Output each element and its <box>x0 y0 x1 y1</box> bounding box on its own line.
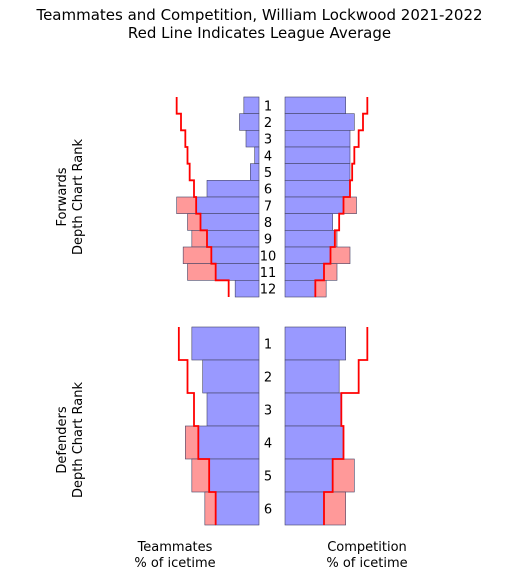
defenders-teammates-average-line <box>177 327 217 525</box>
defenders-competition-bar-3 <box>284 392 342 427</box>
forwards-rank-label-8: 8 <box>264 216 272 231</box>
forwards-teammates-bar-12 <box>234 280 260 298</box>
forwards-rank-label-5: 5 <box>264 166 272 181</box>
chart-title: Teammates and Competition, William Lockw… <box>36 6 483 24</box>
forwards-competition-bar-12 <box>284 280 316 298</box>
forwards-teammates-bar-6 <box>206 180 260 198</box>
forwards-rank-label-1: 1 <box>264 99 272 114</box>
forwards-teammates-excess-8 <box>187 213 201 231</box>
defenders-rank-label-1: 1 <box>264 338 272 353</box>
forwards-competition-excess-11 <box>323 263 338 281</box>
forwards-competition-bar-4 <box>284 146 351 164</box>
forwards-teammates-bar-4 <box>254 146 260 164</box>
defenders-competition-average-line <box>323 327 369 525</box>
forwards-competition-excess-7 <box>343 196 357 214</box>
chart-subtitle: Red Line Indicates League Average <box>127 24 392 42</box>
forwards-teammates-excess-10 <box>182 246 212 264</box>
forwards-competition-bar-11 <box>284 263 325 281</box>
forwards-teammates-bar-2 <box>239 113 260 131</box>
defenders-axis-label-line-2: Depth Chart Rank <box>71 382 86 499</box>
defenders-competition-bar-5 <box>284 458 333 493</box>
defenders-teammates-excess-6 <box>204 491 216 526</box>
defenders-teammates-bar-1 <box>191 326 260 361</box>
forwards-rank-label-11: 11 <box>260 266 277 281</box>
defenders-rank-label-3: 3 <box>264 404 272 419</box>
defenders-axis-label-line-1: Defenders <box>55 406 70 473</box>
forwards-teammates-bar-11 <box>215 263 260 281</box>
forwards-rank-label-12: 12 <box>260 283 277 298</box>
defenders-rank-label-2: 2 <box>264 371 272 386</box>
forwards-rank-label-9: 9 <box>264 233 272 248</box>
forwards-competition-bar-1 <box>284 96 346 114</box>
forwards-competition-bar-10 <box>284 246 331 264</box>
forwards-teammates-bar-5 <box>250 163 260 181</box>
forwards-axis-label-line-1: Forwards <box>55 167 70 226</box>
forwards-competition-bar-2 <box>284 113 355 131</box>
forwards-teammates-bar-3 <box>245 130 260 148</box>
defenders-competition-bar-6 <box>284 491 325 526</box>
teammates-axis-label-line-1: Teammates <box>137 540 213 555</box>
forwards-rank-label-6: 6 <box>264 183 272 198</box>
defenders-competition-excess-5 <box>332 458 355 493</box>
forwards-teammates-bar-1 <box>243 96 260 114</box>
forwards-competition-bar-6 <box>284 180 351 198</box>
competition-axis-label-line-2: % of icetime <box>326 556 407 571</box>
defenders-rank-label-5: 5 <box>264 470 272 485</box>
teammates-axis-label: Teammates% of icetime <box>134 540 215 571</box>
forwards-teammates-bar-7 <box>195 196 260 214</box>
forwards-competition-bar-5 <box>284 163 351 181</box>
forwards-competition-bar-8 <box>284 213 333 231</box>
forwards-competition-bar-9 <box>284 230 336 248</box>
forwards-rank-label-7: 7 <box>264 199 272 214</box>
defenders-rank-label-6: 6 <box>264 503 272 518</box>
defenders-axis-label: DefendersDepth Chart Rank <box>55 382 86 499</box>
forwards-teammates-bar-9 <box>206 230 260 248</box>
defenders-teammates-excess-4 <box>185 425 199 460</box>
defenders-competition-bar-2 <box>284 359 340 394</box>
defenders-competition-bar-1 <box>284 326 346 361</box>
forwards-teammates-excess-7 <box>176 196 197 214</box>
competition-axis-label: Competition% of icetime <box>326 540 407 571</box>
forwards-competition-excess-12 <box>315 280 327 298</box>
forwards-competition-average-line <box>314 97 369 297</box>
defenders-rank-label-4: 4 <box>264 437 272 452</box>
forwards-teammates-bar-8 <box>200 213 260 231</box>
teammates-axis-label-line-2: % of icetime <box>134 556 215 571</box>
defenders-teammates-bar-5 <box>208 458 260 493</box>
forwards-rank-label-4: 4 <box>264 149 272 164</box>
forwards-teammates-average-line <box>175 97 230 297</box>
forwards-competition-bar-3 <box>284 130 351 148</box>
forwards-competition-bar-7 <box>284 196 344 214</box>
forwards-rank-label-2: 2 <box>264 116 272 131</box>
forwards-teammates-bar-10 <box>211 246 260 264</box>
defenders-teammates-bar-4 <box>198 425 260 460</box>
defenders-teammates-bar-2 <box>202 359 260 394</box>
defenders-competition-bar-4 <box>284 425 344 460</box>
forwards-teammates-excess-9 <box>191 230 208 248</box>
defenders-competition-excess-6 <box>323 491 346 526</box>
forwards-competition-excess-10 <box>330 246 351 264</box>
forwards-rank-label-3: 3 <box>264 133 272 148</box>
competition-axis-label-line-1: Competition <box>327 540 407 555</box>
forwards-axis-label-line-2: Depth Chart Rank <box>71 139 86 256</box>
defenders-teammates-bar-3 <box>206 392 260 427</box>
forwards-teammates-excess-11 <box>187 263 216 281</box>
defenders-teammates-excess-5 <box>191 458 210 493</box>
defenders-teammates-bar-6 <box>215 491 260 526</box>
forwards-axis-label: ForwardsDepth Chart Rank <box>55 139 86 256</box>
forwards-rank-label-10: 10 <box>260 249 277 264</box>
